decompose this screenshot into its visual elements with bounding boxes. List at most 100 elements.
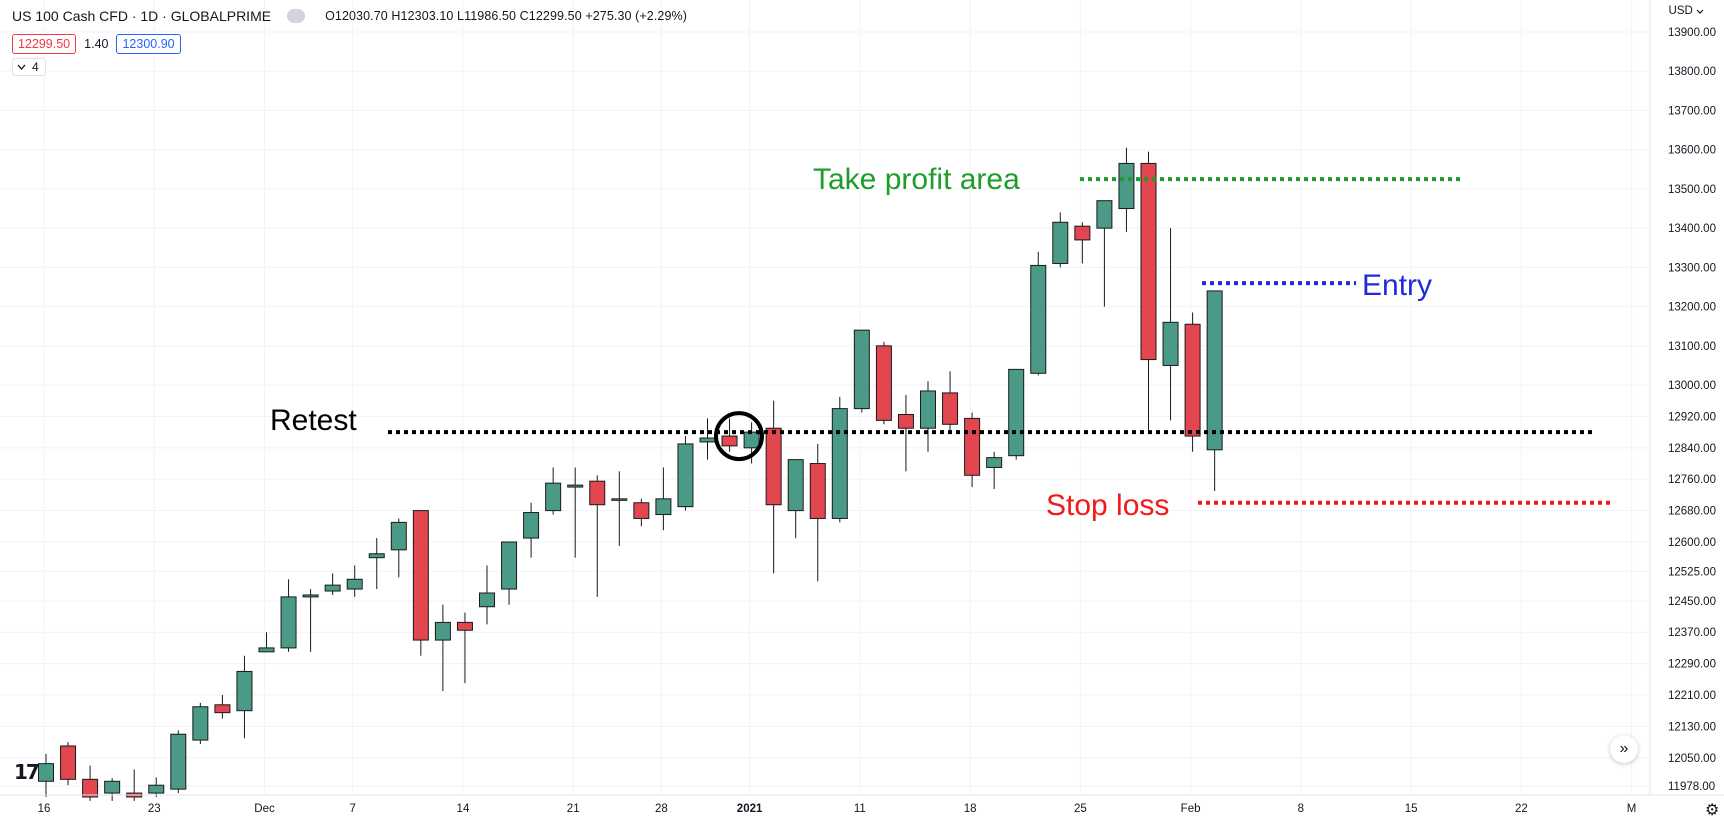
candle-body [523, 512, 540, 539]
candle-body [368, 553, 385, 559]
candle-body [964, 417, 981, 476]
candle-body [721, 435, 738, 447]
y-tick-label: 12680.00 [1668, 506, 1716, 518]
candle [324, 573, 341, 595]
x-tick-label: 22 [1515, 803, 1528, 815]
x-tick-label: 25 [1074, 803, 1087, 815]
candle-body [589, 480, 606, 506]
y-tick-label: 13700.00 [1668, 105, 1716, 117]
candle [368, 538, 385, 590]
x-tick-label: 2021 [737, 803, 763, 815]
candle-body [148, 784, 165, 794]
y-tick-label: 13800.00 [1668, 66, 1716, 78]
candle-body [346, 578, 363, 590]
candle [280, 579, 297, 652]
ohlc-values: O12030.70 H12303.10 L11986.50 C12299.50 … [325, 9, 687, 23]
x-tick-label: 15 [1405, 803, 1418, 815]
candle-body [897, 413, 914, 429]
candle-body [192, 706, 209, 741]
candle-body [809, 463, 826, 519]
candle [60, 742, 77, 786]
candle [1008, 368, 1025, 460]
candle-body [986, 457, 1003, 468]
y-tick-label: 13100.00 [1668, 341, 1716, 353]
candle-body [567, 484, 584, 488]
y-tick-label: 12370.00 [1668, 627, 1716, 639]
candle-body [501, 541, 518, 590]
candle-body [104, 780, 121, 794]
candle [1184, 312, 1201, 452]
candle [1140, 151, 1157, 433]
candle-body [1008, 368, 1025, 457]
candle [456, 612, 473, 684]
y-tick-label: 13300.00 [1668, 262, 1716, 274]
candle-body [479, 592, 495, 608]
candle [853, 329, 870, 413]
tradingview-logo[interactable]: 17 [14, 760, 40, 784]
x-tick-label: 18 [964, 803, 977, 815]
double-chevron-right-icon: » [1619, 740, 1629, 757]
y-tick-label: 13200.00 [1668, 302, 1716, 314]
candle-body [831, 408, 848, 519]
candle-body [1162, 321, 1179, 366]
legend: US 100 Cash CFD · 1D · GLOBALPRIME O1203… [12, 8, 687, 24]
x-tick-label: 8 [1298, 803, 1304, 815]
candle [346, 565, 363, 597]
candle [479, 565, 495, 625]
candle [589, 475, 606, 597]
candle [787, 459, 804, 539]
candle-body [920, 390, 936, 429]
candle [523, 502, 540, 558]
candle-body [214, 704, 231, 714]
candle [809, 443, 826, 582]
currency-selector[interactable]: USD [1669, 5, 1704, 17]
sell-button[interactable]: 12299.50 [12, 34, 77, 54]
take-profit-label: Take profit area [813, 163, 1020, 196]
candle [545, 467, 562, 515]
candle [721, 418, 738, 452]
x-tick-label: 16 [38, 803, 51, 815]
candle [82, 765, 99, 801]
candle-body [633, 502, 650, 519]
candle [920, 381, 936, 452]
candle-body [677, 443, 694, 508]
candle-body [412, 510, 429, 641]
candle-body [787, 459, 804, 512]
candle [236, 655, 253, 739]
y-tick-label: 12840.00 [1668, 443, 1716, 455]
candle [765, 400, 782, 574]
candle-body [38, 763, 54, 782]
candle-body [258, 647, 275, 653]
retest-label: Retest [270, 404, 357, 437]
x-tick-label: M [1627, 803, 1637, 815]
x-tick-label: 28 [655, 803, 668, 815]
candle-body [655, 498, 672, 516]
y-tick-label: 13500.00 [1668, 184, 1716, 196]
y-tick-label: 12130.00 [1668, 721, 1716, 733]
candle [1096, 200, 1113, 307]
candle-body [1184, 323, 1201, 437]
indicators-toggle[interactable]: 4 [12, 58, 46, 76]
chevron-down-icon [17, 64, 26, 70]
candle [390, 518, 407, 578]
gear-icon[interactable]: ⚙ [1705, 802, 1720, 819]
candle-body [236, 670, 253, 712]
candle-body [390, 521, 407, 551]
currency-label: USD [1668, 5, 1693, 17]
candle [1118, 147, 1135, 233]
y-tick-label: 12290.00 [1668, 659, 1716, 671]
symbol-title[interactable]: US 100 Cash CFD · 1D · GLOBALPRIME [12, 8, 272, 24]
candle-body [1074, 225, 1091, 241]
candle [677, 436, 694, 511]
candle [942, 371, 959, 433]
scroll-to-realtime-button[interactable]: » [1610, 735, 1638, 763]
buy-button[interactable]: 12300.90 [116, 34, 181, 54]
candle [501, 541, 518, 605]
retest-circle-marker [714, 411, 764, 462]
eye-icon[interactable] [287, 9, 306, 23]
x-tick-label: Dec [254, 803, 275, 815]
y-tick-label: 11978.00 [1668, 781, 1715, 793]
candle-body [611, 498, 628, 501]
candle [964, 412, 981, 488]
